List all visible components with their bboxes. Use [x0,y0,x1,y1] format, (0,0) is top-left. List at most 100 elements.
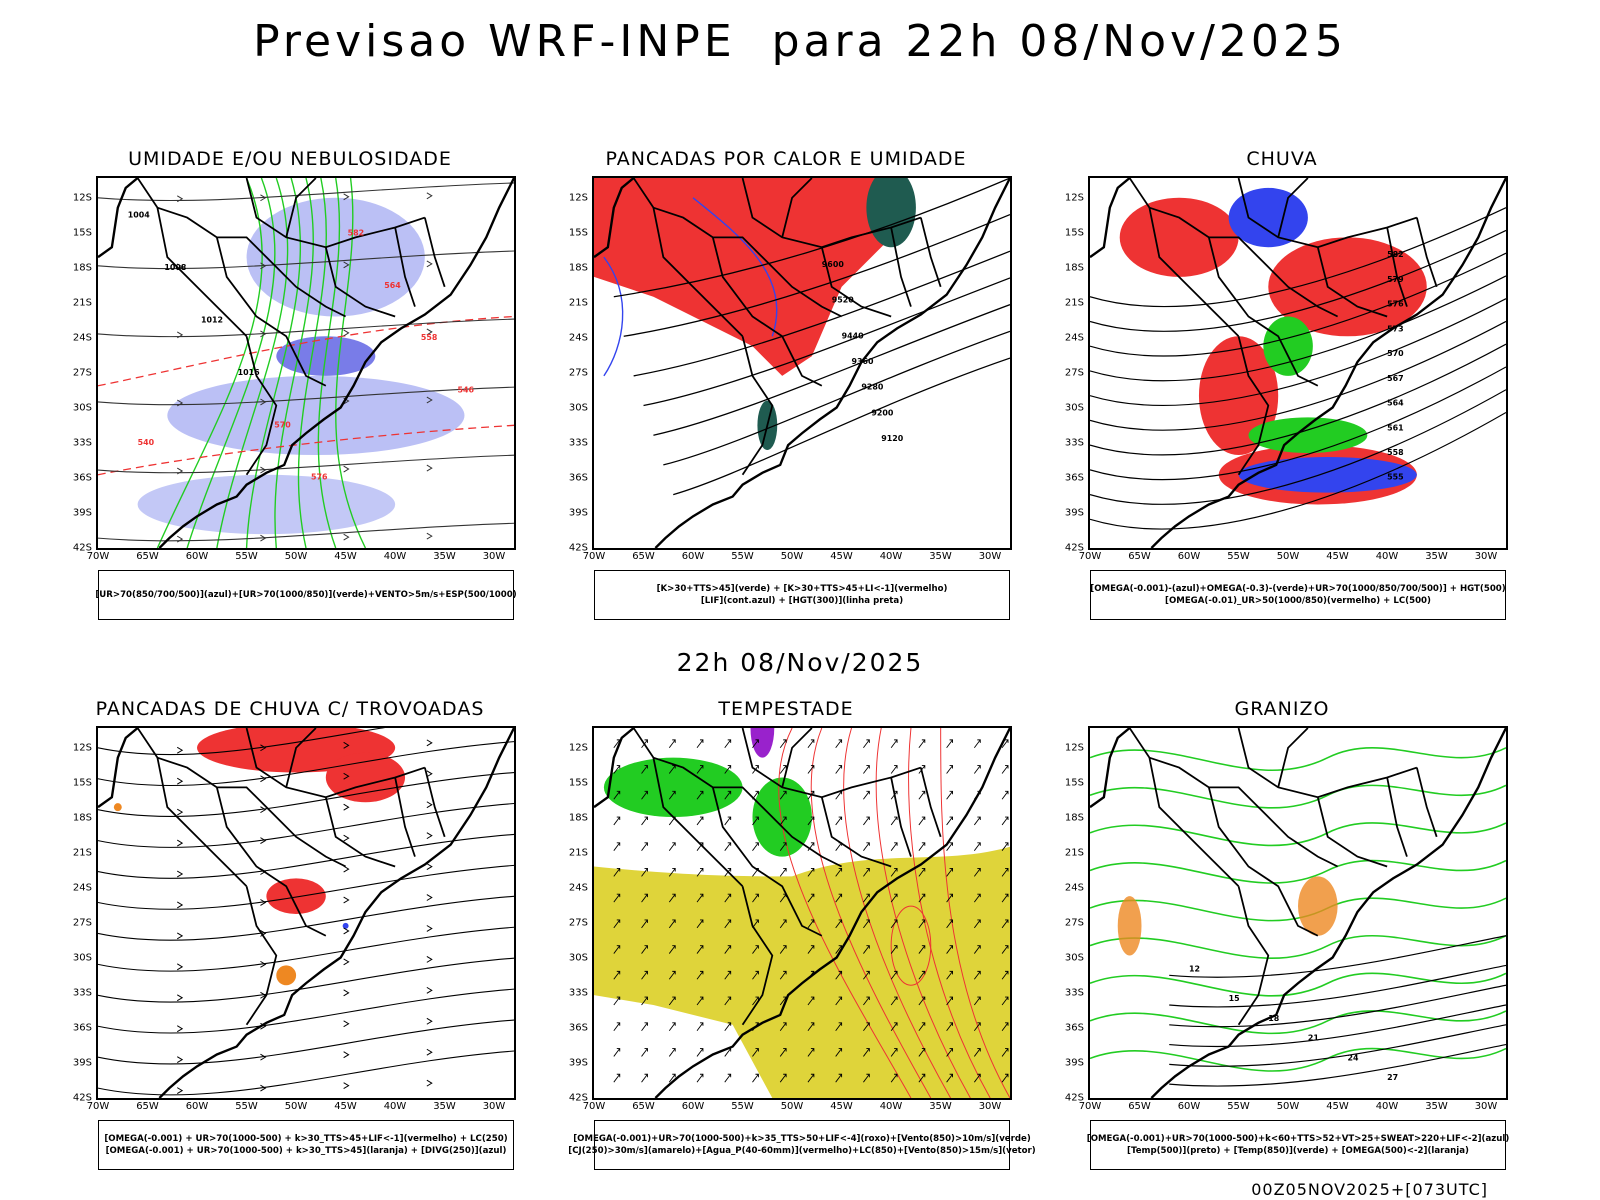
lat-tick-label: 36S [1064,1022,1084,1034]
wind-vector [779,790,787,800]
wind-arrow [260,806,267,814]
lat-tick-label: 12S [72,192,92,204]
streamline [98,741,514,787]
wind-arrow [343,958,350,966]
wind-vector [724,816,732,826]
wind-arrow [343,741,350,749]
lon-tick-label: 45W [830,551,853,562]
wind-arrow [260,398,267,406]
wind-vector [835,919,843,929]
lon-tick-label: 60W [185,1101,209,1112]
wind-vector [1001,842,1009,851]
wind-arrow [343,533,350,541]
wind-vector [835,1073,843,1083]
hgt300-contour [663,330,1010,466]
lon-tick-label: 70W [86,1101,110,1112]
wind-arrow [426,1048,433,1056]
streamline [98,522,514,542]
lat-tick-label: 27S [1064,367,1084,379]
map-granizo[interactable]: 12 15 18 21 24 27 [1088,726,1508,1100]
legend-box: [OMEGA(-0.001)+UR>70(1000-500)+k>35_TTS>… [568,1120,1036,1170]
map-chuva[interactable]: 582 579 576 573 570 567 564 561 558 555 [1088,176,1508,550]
state-borders [136,178,446,476]
wind-vector [863,996,870,1006]
wind-arrow [260,194,267,202]
contour-label: 579 [1387,275,1404,284]
streamline [98,833,514,879]
map-pancadas-calor[interactable]: 9600 9520 9440 9360 9280 9200 9120 [592,176,1012,550]
wind-arrow [426,739,433,747]
wind-arrow [176,399,184,407]
contour-label: 567 [1387,374,1404,383]
contour-label: 24 [1348,1053,1360,1062]
wind-vector [1001,893,1009,903]
wind-arrow [260,775,267,783]
panel-trovoadas: PANCADAS DE CHUVA C/ TROVOADAS 12S 15S 18S… [50,696,530,1196]
humidity-blue-area [167,375,465,456]
wind-arrow [176,1025,184,1033]
wind-vector [779,868,787,877]
wind-vector [779,1048,787,1057]
wind-vector [807,842,815,851]
wind-vector [779,970,787,980]
wind-vector [863,790,870,800]
hgt300-contour [673,357,1010,496]
wind-arrow [176,994,184,1002]
contour-label: 570 [1387,349,1404,358]
map-trovoadas[interactable] [96,726,516,1100]
storm-purple-area [750,728,775,758]
wind-vector [890,970,898,980]
wind-arrow [343,927,350,935]
lon-tick-label: 40W [383,551,407,562]
legend-line: [OMEGA(-0.001) + UR>70(1000-500) + k>30_… [105,1146,507,1156]
storm-orange-area [276,965,297,986]
wind-vector [613,816,621,826]
map-canvas: 12 15 18 21 24 27 [1090,728,1506,1098]
coastline [1090,728,1506,1098]
wind-vector [890,1022,898,1031]
lat-tick-label: 15S [568,227,588,239]
pw-red-contour [908,728,991,1098]
wind-vector [696,790,704,800]
wind-vector [668,919,676,929]
lon-tick-label: 70W [582,551,606,562]
wind-vector [918,945,926,954]
wind-arrow [176,932,184,940]
lon-tick-label: 60W [185,551,209,562]
map-tempestade[interactable] [592,726,1012,1100]
hgt300-contour [633,250,1010,377]
lat-tick-label: 15S [72,227,92,239]
subtitle-time: 22h 08/Nov/2025 [676,648,924,677]
temp500-contour [1169,1004,1506,1048]
wind-arrow [426,832,433,840]
wind-vector [918,996,926,1006]
wind-vector [668,996,676,1006]
wind-vector [807,945,815,954]
wind-vector [668,970,676,980]
lat-tick-label: 18S [72,262,92,274]
wind-vector [696,816,704,826]
contour-label: 1008 [164,263,187,272]
lon-tick-label: 65W [1128,551,1151,562]
lon-tick-label: 60W [681,551,705,562]
wind-vector [752,1073,759,1083]
wind-vector [696,842,704,851]
lon-tick-label: 65W [632,551,655,562]
streamline [98,926,514,972]
streamline [98,318,514,338]
wind-arrow [343,1020,350,1028]
contour-label: 582 [348,228,365,237]
map-umidade[interactable]: 1004 1008 1012 1016 570 576 582 564 558 546 540 [96,176,516,550]
humidity-green-contour [335,178,367,548]
storm-red-area [266,878,326,914]
wind-arrow [343,865,350,873]
wind-vector [973,996,981,1006]
wind-vector [807,816,815,826]
wind-vector [835,893,843,903]
lon-tick-label: 30W [978,551,1002,562]
wind-vector [779,842,787,851]
wind-arrow [343,261,350,269]
wind-vector [890,919,898,929]
lon-tick-label: 60W [1177,551,1201,562]
wind-arrow [343,329,350,337]
